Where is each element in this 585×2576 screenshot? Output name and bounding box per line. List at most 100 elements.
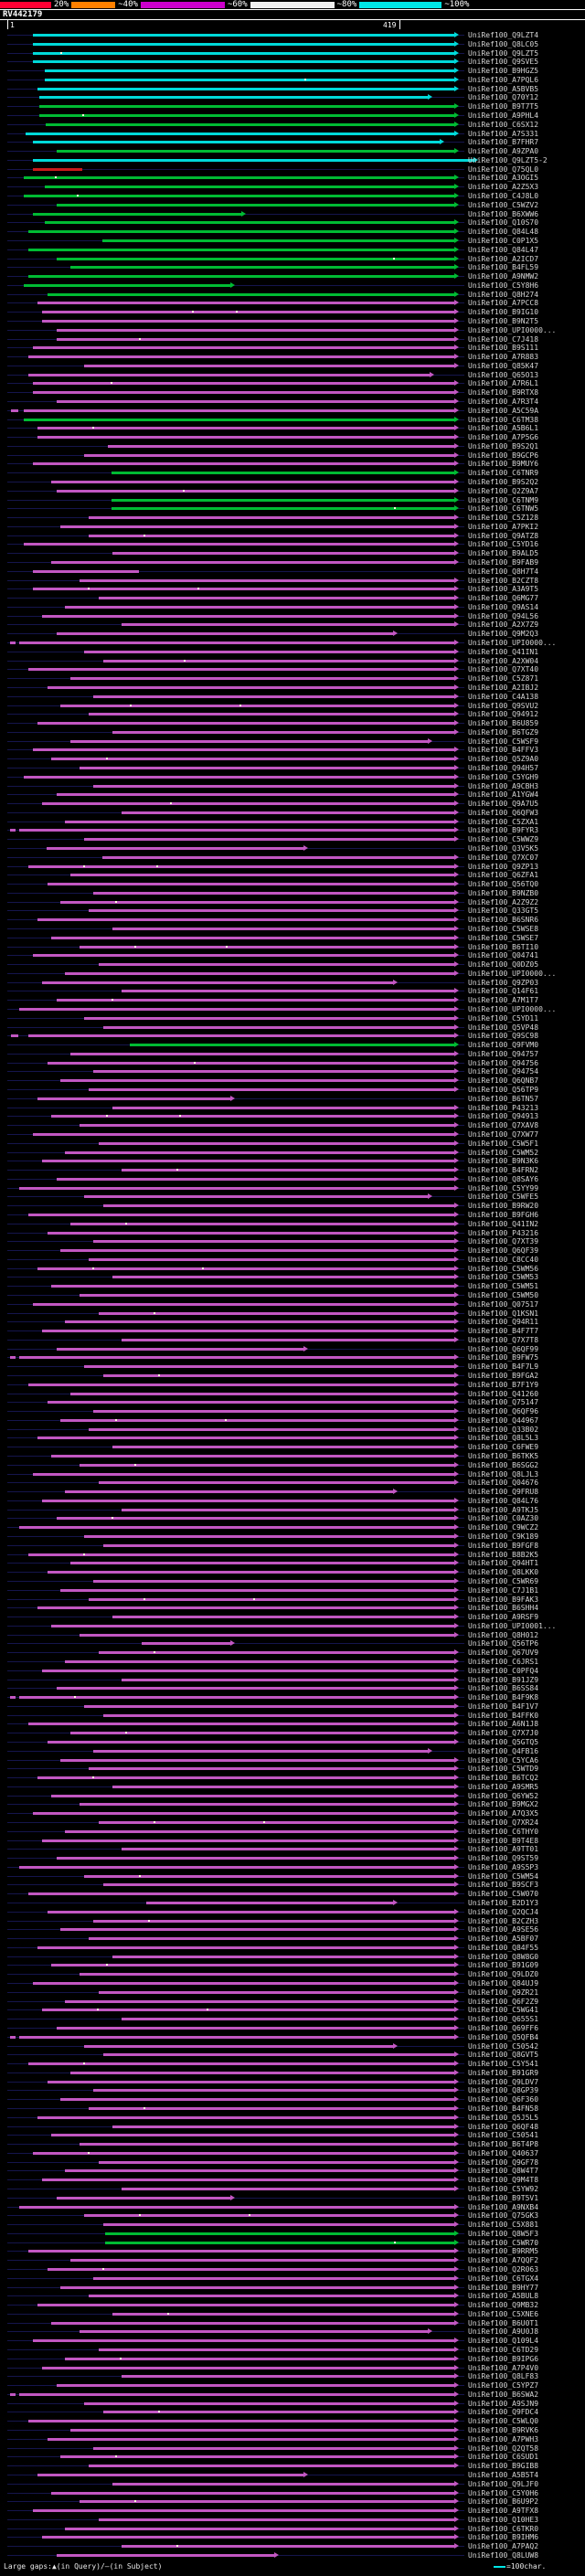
hit-bar[interactable]	[80, 2330, 428, 2334]
hit-bar[interactable]	[42, 1839, 454, 1842]
hit-bar[interactable]	[99, 2160, 454, 2164]
hit-bar[interactable]	[80, 1124, 454, 1128]
hit-label[interactable]: UniRef100_Q9ST59	[468, 1854, 539, 1863]
hit-bar[interactable]	[33, 346, 454, 350]
hit-bar[interactable]	[37, 1436, 454, 1440]
hit-bar[interactable]	[103, 1374, 454, 1377]
hit-label[interactable]: UniRef100_Q9LZT4	[468, 31, 539, 39]
hit-label[interactable]: UniRef100_A3A9T5	[468, 585, 539, 594]
hit-label[interactable]: UniRef100_Q56TQ0	[468, 880, 539, 889]
hit-bar[interactable]	[89, 1088, 454, 1092]
hit-bar[interactable]	[33, 748, 454, 752]
hit-label[interactable]: UniRef100_C5YD16	[468, 540, 539, 549]
hit-label[interactable]: UniRef100_A7PCC8	[468, 299, 539, 308]
hit-bar[interactable]	[99, 2348, 454, 2352]
hit-bar[interactable]	[51, 936, 454, 939]
hit-label[interactable]: UniRef100_Q8H012	[468, 1630, 539, 1639]
hit-bar[interactable]	[24, 418, 454, 421]
hit-label[interactable]: UniRef100_Q6QF96	[468, 1407, 539, 1416]
hit-bar[interactable]	[51, 1794, 454, 1797]
hit-bar[interactable]	[51, 2134, 454, 2137]
hit-label[interactable]: UniRef100_Q9M4T8	[468, 2176, 539, 2185]
hit-bar[interactable]	[89, 713, 454, 716]
hit-bar[interactable]	[57, 1517, 454, 1521]
hit-label[interactable]: UniRef100_Q8W4T7	[468, 2167, 539, 2176]
hit-bar[interactable]	[57, 2026, 454, 2030]
hit-bar[interactable]	[33, 391, 454, 395]
hit-bar[interactable]	[112, 928, 454, 930]
hit-label[interactable]: UniRef100_A5B6L1	[468, 424, 539, 433]
hit-label[interactable]: UniRef100_Q84L47	[468, 245, 539, 254]
hit-label[interactable]: UniRef100_B9FAK3	[468, 1595, 539, 1604]
hit-bar[interactable]	[28, 373, 430, 376]
hit-label[interactable]: UniRef100_Q7XAV8	[468, 1121, 539, 1130]
hit-label[interactable]: UniRef100_Q9SVE5	[468, 58, 539, 67]
hit-bar[interactable]	[89, 516, 454, 520]
hit-bar[interactable]	[42, 311, 454, 314]
hit-bar[interactable]	[84, 838, 454, 842]
hit-bar[interactable]	[93, 1919, 454, 1923]
hit-label[interactable]: UniRef100_Q9FRU8	[468, 1488, 539, 1497]
hit-label[interactable]: UniRef100_A7P5G6	[468, 433, 539, 442]
hit-bar[interactable]	[122, 623, 454, 627]
hit-bar[interactable]	[39, 96, 428, 100]
hit-label[interactable]: UniRef100_B9NZB0	[468, 888, 539, 897]
hit-label[interactable]: UniRef100_C5WM50	[468, 1290, 539, 1299]
hit-bar[interactable]	[80, 2500, 454, 2504]
hit-label[interactable]: UniRef100_B6TGZ9	[468, 727, 539, 737]
hit-label[interactable]: UniRef100_B4FRN2	[468, 1166, 539, 1175]
hit-bar[interactable]	[51, 758, 454, 761]
hit-bar[interactable]	[99, 1481, 454, 1485]
hit-bar[interactable]	[57, 399, 454, 403]
hit-bar[interactable]	[51, 481, 454, 483]
hit-label[interactable]: UniRef100_C5WM56	[468, 1264, 539, 1273]
hit-bar[interactable]	[99, 1311, 454, 1315]
hit-bar[interactable]	[122, 1169, 454, 1172]
hit-label[interactable]: UniRef100_C5Y0H6	[468, 2488, 539, 2497]
hit-label[interactable]: UniRef100_B9N2T5	[468, 316, 539, 325]
hit-bar[interactable]	[112, 1616, 454, 1619]
hit-bar[interactable]	[28, 864, 454, 868]
hit-label[interactable]: UniRef100_Q04676	[468, 1479, 539, 1488]
hit-label[interactable]: UniRef100_C7J418	[468, 334, 539, 344]
hit-label[interactable]: UniRef100_B6TKK5	[468, 1452, 539, 1461]
hit-bar[interactable]	[70, 2429, 454, 2433]
hit-bar[interactable]	[70, 677, 454, 681]
hit-label[interactable]: UniRef100_C5XNE6	[468, 2309, 539, 2318]
hit-bar[interactable]	[89, 1767, 454, 1771]
hit-bar[interactable]	[65, 1320, 454, 1324]
hit-label[interactable]: UniRef100_B9T7T5	[468, 102, 539, 111]
hit-label[interactable]: UniRef100_B9S2Q2	[468, 478, 539, 486]
hit-label[interactable]: UniRef100_Q6ZFA1	[468, 871, 539, 880]
hit-bar[interactable]	[33, 212, 241, 216]
hit-bar[interactable]	[103, 2053, 454, 2057]
hit-label[interactable]: UniRef100_Q655S1	[468, 2015, 539, 2024]
hit-label[interactable]: UniRef100_Q67UV9	[468, 1648, 539, 1658]
hit-label[interactable]: UniRef100_C8CC40	[468, 1255, 539, 1264]
hit-bar[interactable]	[93, 1410, 454, 1414]
hit-bar[interactable]	[33, 569, 139, 573]
hit-bar[interactable]	[47, 846, 303, 850]
hit-label[interactable]: UniRef100_Q70Y12	[468, 93, 539, 102]
hit-bar[interactable]	[57, 203, 454, 207]
hit-bar[interactable]	[65, 1659, 454, 1663]
hit-bar[interactable]	[84, 2214, 454, 2218]
hit-label[interactable]: UniRef100_Q5J5L5	[468, 2113, 539, 2122]
hit-label[interactable]: UniRef100_Q0DZ05	[468, 960, 539, 970]
hit-bar[interactable]	[84, 2044, 393, 2048]
hit-bar[interactable]	[65, 2357, 454, 2360]
hit-bar[interactable]	[122, 811, 454, 814]
hit-bar[interactable]	[28, 1553, 454, 1556]
hit-bar[interactable]	[33, 1982, 454, 1986]
hit-bar[interactable]	[42, 1499, 454, 1502]
hit-label[interactable]: UniRef100_Q84UJ9	[468, 1979, 539, 1988]
hit-label[interactable]: UniRef100_B2CZT8	[468, 576, 539, 585]
hit-bar[interactable]	[46, 122, 454, 126]
hit-label[interactable]: UniRef100_Q8LKK0	[468, 1568, 539, 1577]
hit-bar[interactable]	[60, 525, 454, 528]
hit-bar[interactable]	[70, 2071, 454, 2074]
hit-bar[interactable]	[84, 650, 454, 653]
hit-label[interactable]: UniRef100_A2XW04	[468, 656, 539, 665]
hit-label[interactable]: UniRef100_Q44967	[468, 1415, 539, 1425]
hit-bar[interactable]	[57, 1347, 303, 1351]
